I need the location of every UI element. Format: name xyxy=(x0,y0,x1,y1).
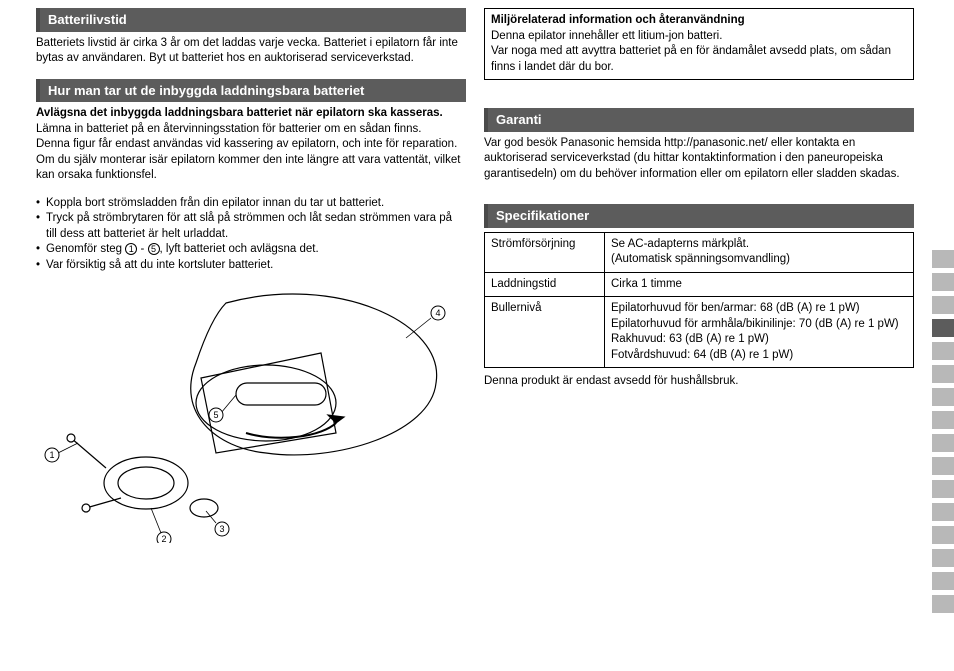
spec-label: Laddningstid xyxy=(485,272,605,297)
remove-battery-para2: Denna figur får endast användas vid kass… xyxy=(36,137,466,184)
specifications-table: Strömförsörjning Se AC-adapterns märkplå… xyxy=(484,232,914,369)
circled-number-icon: 5 xyxy=(148,243,160,255)
device-svg: 1 2 3 4 5 xyxy=(36,283,468,543)
marker-4: 4 xyxy=(435,308,440,318)
bullet-item: • Var försiktig så att du inte kortslute… xyxy=(36,258,466,274)
side-tab[interactable] xyxy=(932,250,954,268)
step-prefix: Genomför steg xyxy=(46,243,125,255)
info-box-line1: Denna epilator innehåller ett litium-jon… xyxy=(491,29,907,45)
side-tab[interactable] xyxy=(932,457,954,475)
side-tab[interactable] xyxy=(932,273,954,291)
circled-number-icon: 1 xyxy=(125,243,137,255)
bullet-step-line: Genomför steg 1 - 5, lyft batteriet och … xyxy=(46,242,319,258)
device-disassembly-illustration: 1 2 3 4 5 xyxy=(36,283,466,543)
table-row: Strömförsörjning Se AC-adapterns märkplå… xyxy=(485,232,914,272)
bullet-dot: • xyxy=(36,242,46,258)
side-tab[interactable] xyxy=(932,296,954,314)
step-mid: - xyxy=(137,243,147,255)
side-tab[interactable] xyxy=(932,342,954,360)
marker-3: 3 xyxy=(219,524,224,534)
bullet-text: Var försiktig så att du inte kortsluter … xyxy=(46,258,273,274)
bullet-list: • Koppla bort strömsladden från din epil… xyxy=(36,196,466,274)
section-header-remove-battery: Hur man tar ut de inbyggda laddningsbara… xyxy=(36,79,466,103)
side-tab[interactable] xyxy=(932,434,954,452)
remove-battery-bold: Avlägsna det inbyggda laddningsbara batt… xyxy=(36,106,466,122)
marker-2: 2 xyxy=(161,534,166,543)
spec-value: Cirka 1 timme xyxy=(605,272,914,297)
bullet-dot: • xyxy=(36,211,46,242)
right-column: Miljörelaterad information och återanvän… xyxy=(484,8,914,543)
side-tab[interactable] xyxy=(932,411,954,429)
spec-label: Strömförsörjning xyxy=(485,232,605,272)
side-tab[interactable] xyxy=(932,526,954,544)
step-suffix: , lyft batteriet och avlägsna det. xyxy=(160,243,319,255)
bullet-dot: • xyxy=(36,258,46,274)
section-header-warranty: Garanti xyxy=(484,108,914,132)
marker-5: 5 xyxy=(213,410,218,420)
side-tab[interactable] xyxy=(932,503,954,521)
side-tab[interactable] xyxy=(932,549,954,567)
section-header-specs: Specifikationer xyxy=(484,204,914,228)
spec-value: Se AC-adapterns märkplåt. (Automatisk sp… xyxy=(605,232,914,272)
side-tabs xyxy=(932,250,954,618)
side-tab[interactable] xyxy=(932,595,954,613)
spec-label: Bullernivå xyxy=(485,297,605,368)
specs-footnote: Denna produkt är endast avsedd för hushå… xyxy=(484,374,914,390)
info-box-title: Miljörelaterad information och återanvän… xyxy=(491,13,907,29)
left-column: Batterilivstid Batteriets livstid är cir… xyxy=(36,8,466,543)
environmental-info-box: Miljörelaterad information och återanvän… xyxy=(484,8,914,80)
table-row: Bullernivå Epilatorhuvud för ben/armar: … xyxy=(485,297,914,368)
bullet-text: Koppla bort strömsladden från din epilat… xyxy=(46,196,384,212)
side-tab[interactable] xyxy=(932,388,954,406)
battery-life-text: Batteriets livstid är cirka 3 år om det … xyxy=(36,36,466,67)
bullet-text: Tryck på strömbrytaren för att slå på st… xyxy=(46,211,466,242)
side-tab[interactable] xyxy=(932,572,954,590)
section-header-battery-life: Batterilivstid xyxy=(36,8,466,32)
bullet-dot: • xyxy=(36,196,46,212)
remove-battery-para1: Lämna in batteriet på en återvinningssta… xyxy=(36,122,466,138)
side-tab[interactable] xyxy=(932,480,954,498)
warranty-text: Var god besök Panasonic hemsida http://p… xyxy=(484,136,914,183)
bullet-item: • Koppla bort strömsladden från din epil… xyxy=(36,196,466,212)
bullet-item: • Genomför steg 1 - 5, lyft batteriet oc… xyxy=(36,242,466,258)
table-row: Laddningstid Cirka 1 timme xyxy=(485,272,914,297)
spec-value: Epilatorhuvud för ben/armar: 68 (dB (A) … xyxy=(605,297,914,368)
side-tab[interactable] xyxy=(932,365,954,383)
side-tab-active[interactable] xyxy=(932,319,954,337)
bullet-item: • Tryck på strömbrytaren för att slå på … xyxy=(36,211,466,242)
info-box-line2: Var noga med att avyttra batteriet på en… xyxy=(491,44,907,75)
marker-1: 1 xyxy=(49,450,54,460)
